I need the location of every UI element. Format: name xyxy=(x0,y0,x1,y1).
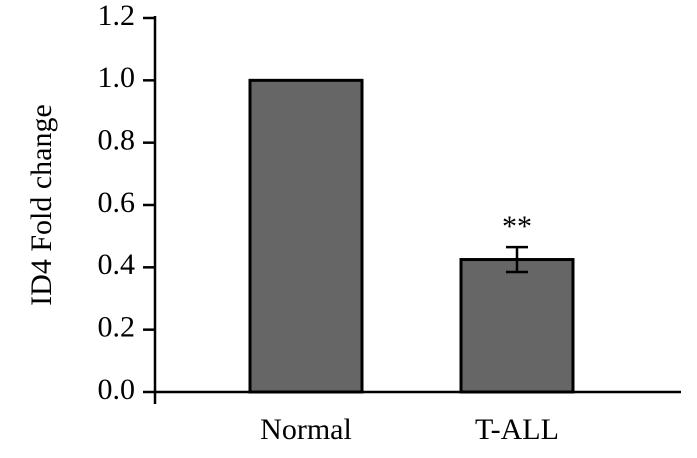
y-tick-label: 1.0 xyxy=(98,61,136,94)
y-tick-label: 0.2 xyxy=(98,311,136,344)
y-tick-label: 0.0 xyxy=(98,373,136,406)
bar xyxy=(459,258,575,394)
y-tick-label: 1.2 xyxy=(98,0,136,32)
bar xyxy=(248,78,364,394)
x-tick-label: Normal xyxy=(260,413,352,446)
y-tick-label: 0.8 xyxy=(98,124,136,157)
significance-label: ** xyxy=(502,210,532,243)
x-tick-label: T-ALL xyxy=(475,413,559,446)
y-tick-label: 0.6 xyxy=(98,186,136,219)
y-axis-label: ID4 Fold change xyxy=(25,104,58,306)
y-tick-label: 0.4 xyxy=(98,248,136,281)
